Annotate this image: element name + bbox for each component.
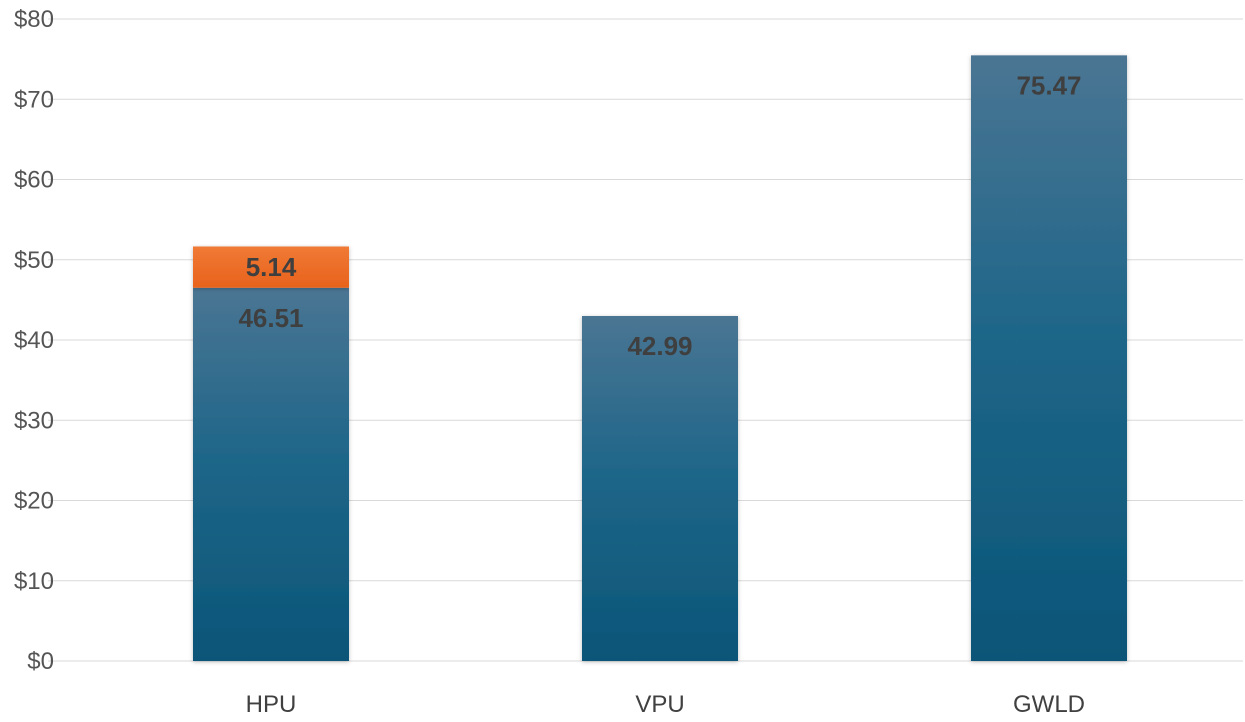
- y-tick-label: $0: [27, 648, 54, 675]
- y-tick-label: $60: [14, 167, 54, 194]
- x-category-label: GWLD: [1013, 691, 1085, 718]
- y-tick-label: $80: [14, 6, 54, 33]
- data-labels: 46.51 5.14 42.99 75.47: [238, 70, 1081, 361]
- bar-hpu-segment-1: [193, 246, 349, 288]
- y-tick-label: $30: [14, 407, 54, 434]
- bar-gwld-segment-0: [971, 55, 1127, 661]
- y-axis-tick-labels: $0 $10 $20 $30 $40 $50 $60 $70 $80: [14, 6, 54, 675]
- data-label: 75.47: [1016, 70, 1081, 100]
- bar-vpu-segment-0: [582, 316, 738, 661]
- data-label: 5.14: [246, 252, 297, 282]
- y-tick-label: $70: [14, 86, 54, 113]
- bars: [193, 55, 1127, 661]
- y-tick-label: $50: [14, 247, 54, 274]
- data-label: 42.99: [627, 331, 692, 361]
- bar-hpu-segment-0: [193, 287, 349, 661]
- y-tick-label: $20: [14, 488, 54, 515]
- x-category-label: HPU: [246, 691, 297, 718]
- y-tick-label: $10: [14, 568, 54, 595]
- x-axis-category-labels: HPU VPU GWLD: [246, 691, 1085, 718]
- x-category-label: VPU: [635, 691, 684, 718]
- data-label: 46.51: [238, 303, 303, 333]
- y-tick-label: $40: [14, 327, 54, 354]
